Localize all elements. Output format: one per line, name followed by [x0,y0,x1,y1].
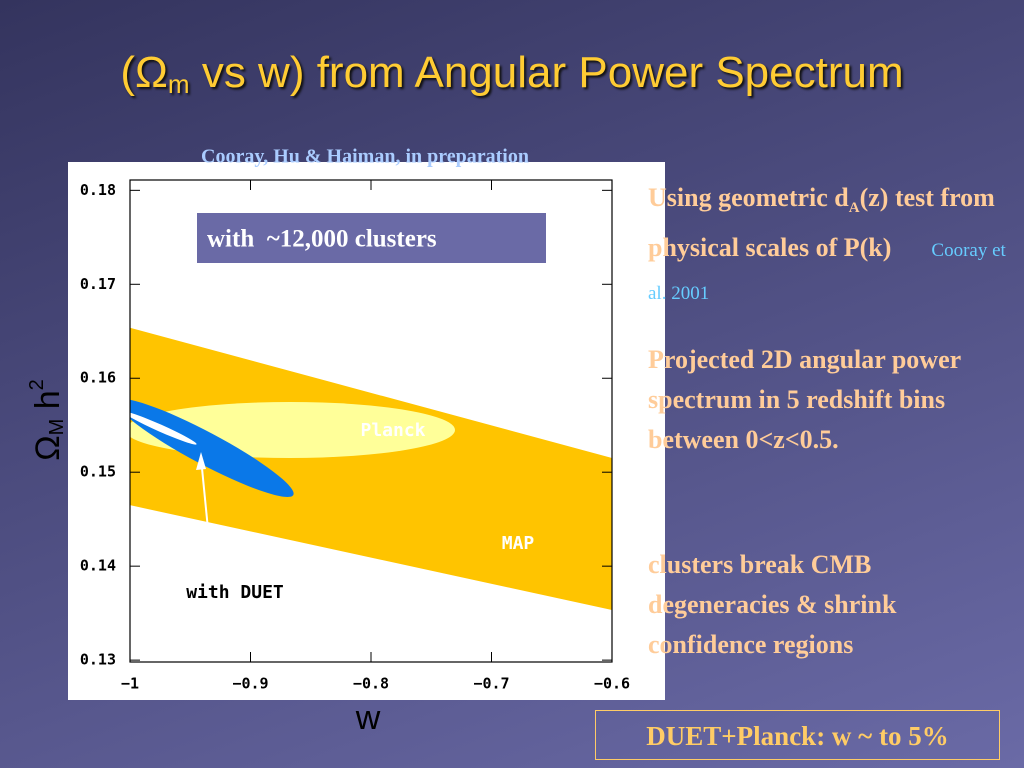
arrow [200,457,213,571]
annotation: with DUET [186,582,284,603]
map-region [130,327,612,610]
x-tick-label: −0.9 [232,675,268,693]
duet-inner-region [130,411,197,445]
title-text: vs w) from Angular Power Spectrum [189,48,904,97]
annotation: MAP [502,355,535,376]
x-tick-label: −0.7 [473,675,509,693]
y-label-part: 2 [26,379,48,390]
note-subscript: A [848,200,860,217]
y-tick-label: 0.18 [80,181,116,199]
note: clusters break CMB degeneracies & shrink… [648,550,897,659]
slide-title: (Ωm vs w) from Angular Power Spectrum [0,48,1024,100]
title-text: (Ω [120,48,168,97]
x-tick-label: −0.8 [353,675,389,693]
y-tick-label: 0.14 [80,557,116,575]
title-subscript: m [167,69,190,99]
note: Projected 2D angular power spectrum in 5… [648,345,961,454]
credit: Cooray, Hu & Haiman, in preparation [201,146,529,168]
arrow-head [196,452,206,470]
annotation: Planck [360,420,425,441]
x-tick-label: −1 [121,675,139,693]
y-label-part: h [29,390,67,418]
annotation: MAP [502,533,535,554]
note-text: (z) test from physical scales of P(k) [648,183,995,263]
note-text: Using geometric d [648,183,849,212]
y-axis-label: ΩM h2 [26,379,68,461]
y-tick-label: 0.17 [80,275,116,293]
duet-region [130,398,294,498]
result-box: DUET+Planck: w ~ to 5% [595,710,1000,760]
y-label-part: Ω [29,435,67,460]
x-tick-label: −0.6 [594,675,630,693]
box-text: with ~12,000 clusters [207,226,437,253]
note: Using geometric dA(z) test from physical… [648,178,1018,314]
y-tick-label: 0.16 [80,369,116,387]
reference: Cooray et al. 2001 [648,240,1006,305]
y-label-part: M [46,419,68,436]
box [197,213,546,263]
x-axis-label: w [355,699,381,737]
contours [130,327,612,610]
y-tick-label: 0.15 [80,463,116,481]
y-tick-label: 0.13 [80,651,116,669]
